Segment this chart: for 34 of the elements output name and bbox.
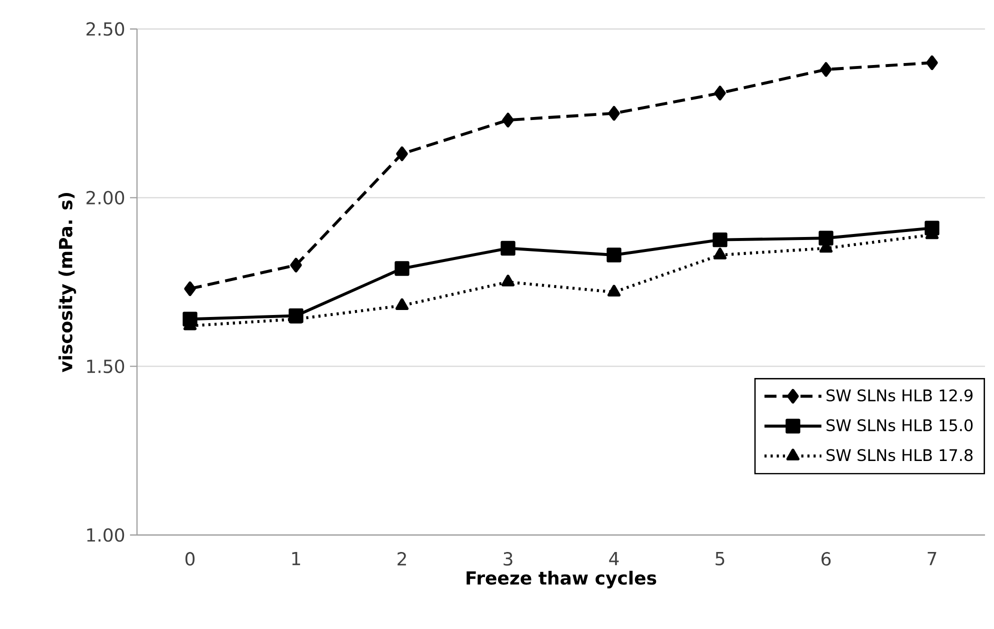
legend-label: SW SLNs HLB 12.9	[826, 389, 973, 402]
y-tick-label: 1.00	[87, 528, 124, 542]
point	[818, 230, 834, 246]
point	[820, 62, 832, 77]
point	[608, 106, 620, 121]
point	[501, 274, 515, 286]
point	[712, 232, 728, 248]
point	[184, 281, 196, 296]
x-axis-title: Freeze thaw cycles	[466, 570, 656, 588]
point	[926, 55, 938, 70]
legend-label: SW SLNs HLB 15.0	[826, 419, 973, 432]
x-tick-label: 3	[504, 552, 512, 566]
x-tick-label: 2	[398, 552, 406, 566]
point	[713, 248, 727, 260]
point	[606, 248, 622, 262]
y-tick-label: 2.50	[86, 22, 124, 36]
x-tick-label: 4	[609, 552, 619, 566]
point	[714, 86, 726, 100]
x-tick-label: 7	[928, 552, 936, 566]
y-tick-label: 2.00	[86, 190, 124, 204]
y-axis-title: viscosity (mPa. s)	[58, 192, 76, 372]
legend-label: SW SLNs HLB 17.8	[826, 449, 973, 462]
x-tick-label: 1	[292, 552, 300, 566]
point	[500, 240, 516, 256]
x-tick-label: 6	[822, 552, 831, 566]
point	[290, 258, 302, 272]
point	[394, 261, 410, 276]
x-tick-label: 5	[716, 552, 724, 566]
point	[396, 146, 408, 162]
point	[502, 112, 514, 128]
y-tick-label: 1.50	[87, 360, 124, 374]
point	[395, 298, 409, 310]
x-tick-label: 0	[185, 552, 195, 566]
point	[607, 284, 621, 297]
